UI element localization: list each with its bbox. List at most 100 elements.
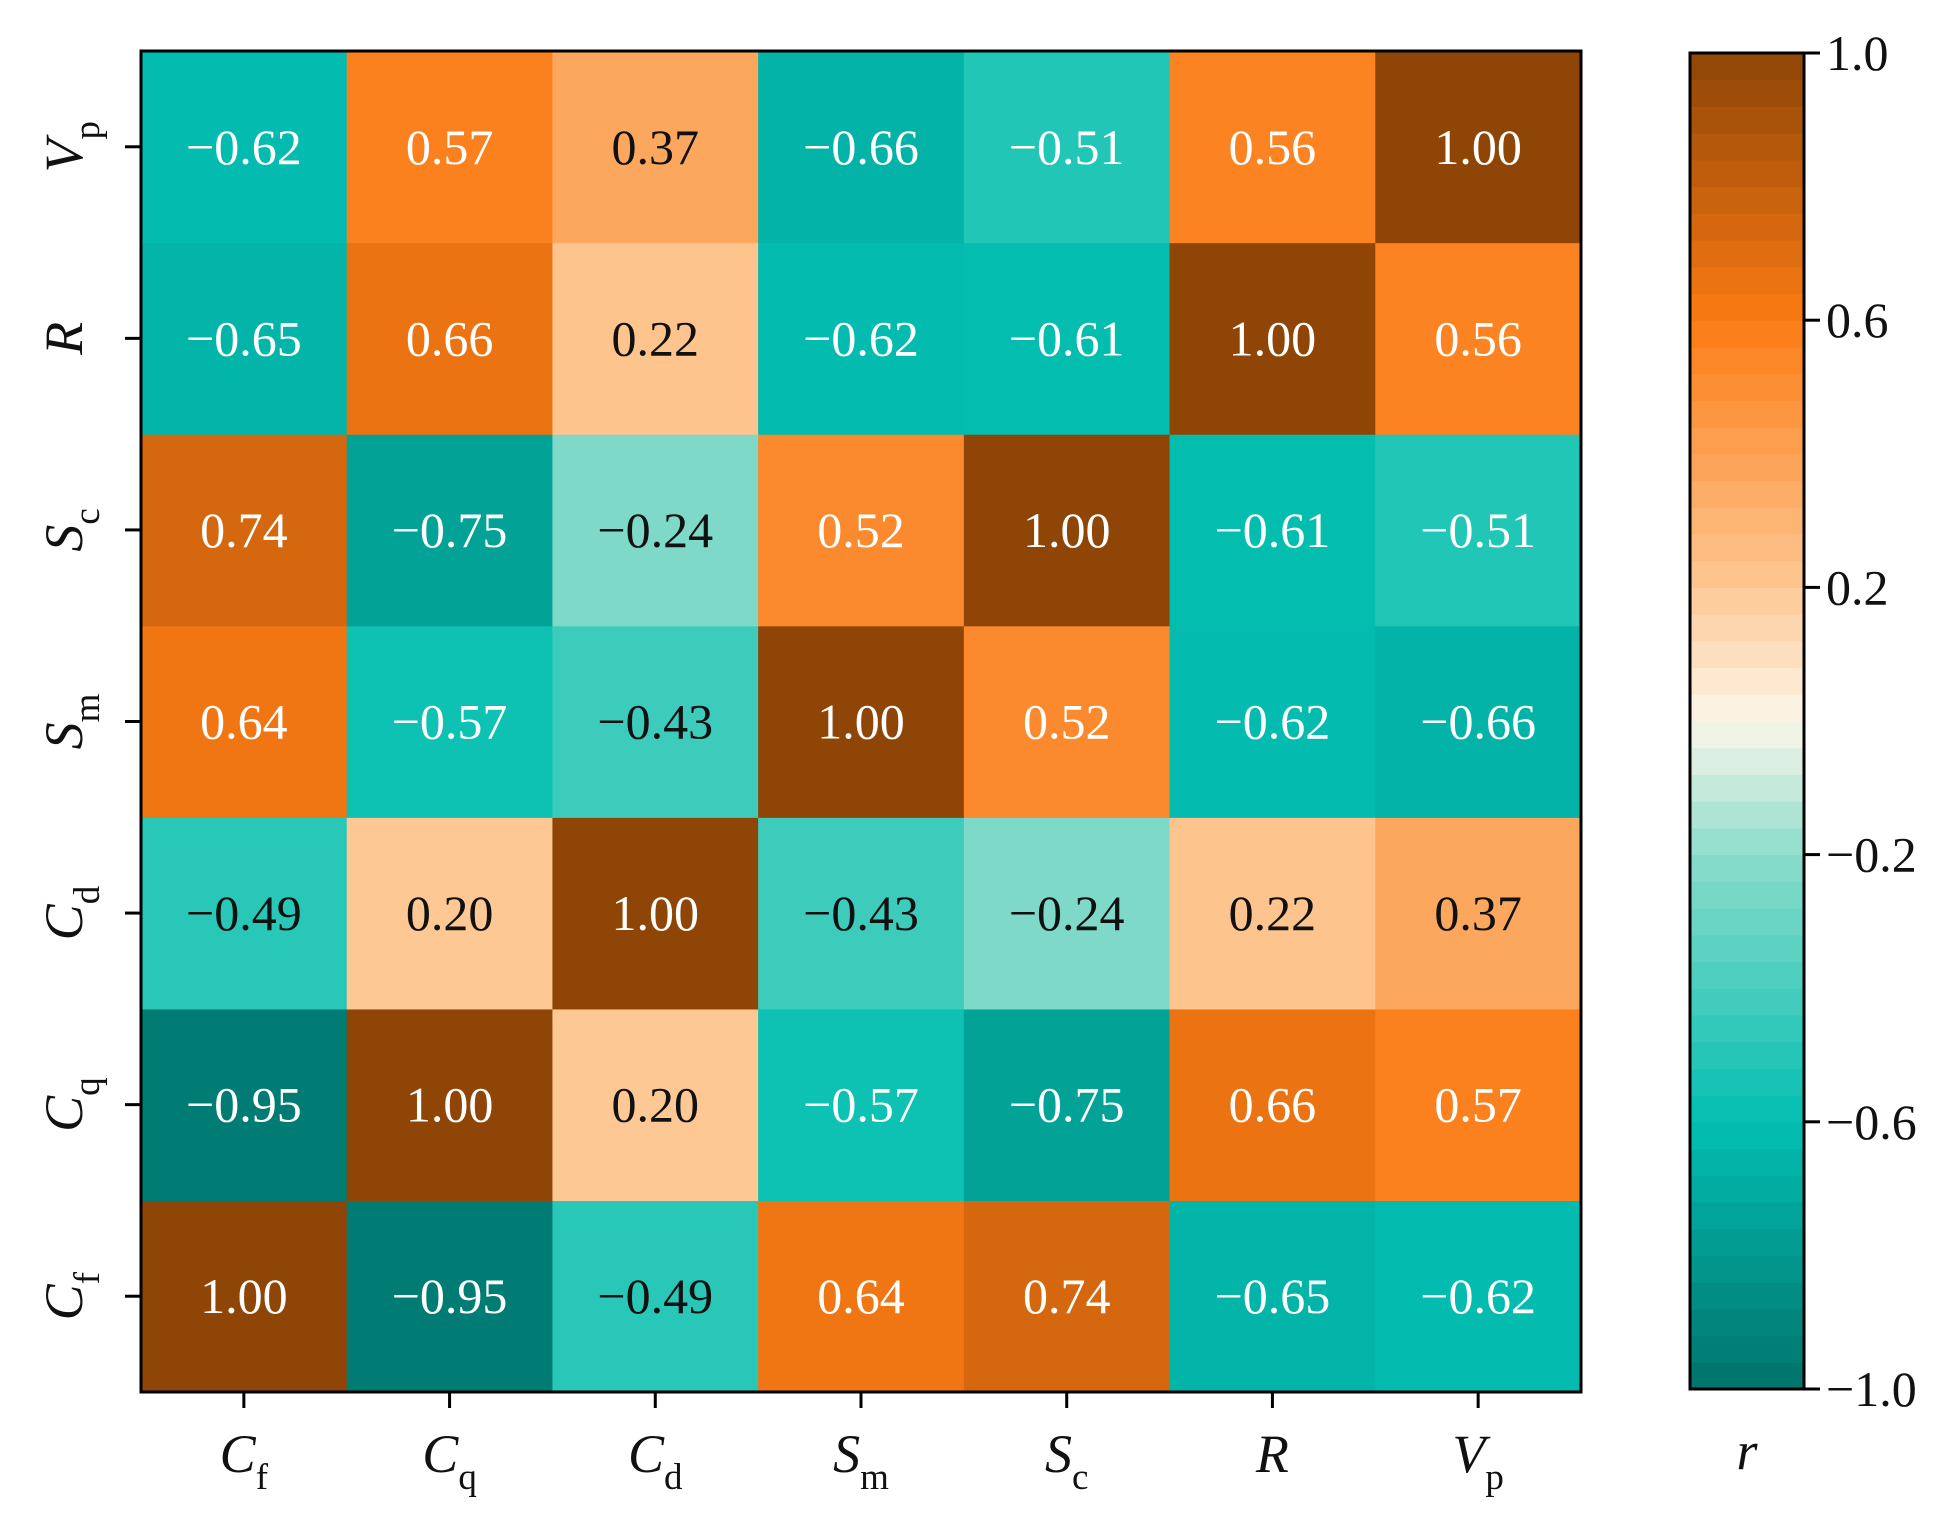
- cell-value-label: −0.75: [392, 502, 508, 558]
- cell-value-label: −0.65: [186, 310, 302, 366]
- x-axis: Cf Cq Cd Sm Sc R Vp: [220, 1392, 1504, 1498]
- cell-value-label: −0.66: [1420, 694, 1536, 750]
- colorbar-band: [1690, 1175, 1804, 1203]
- colorbar-band: [1690, 1308, 1804, 1337]
- colorbar-tick-label: −0.6: [1826, 1094, 1917, 1150]
- colorbar-band: [1690, 1228, 1804, 1256]
- heatmap-cell-R-Cq: [346, 242, 554, 435]
- cell-value-label: 1.00: [406, 1077, 494, 1133]
- colorbar-band: [1690, 453, 1804, 482]
- heatmap-cells: [141, 51, 1582, 1393]
- cell-value-label: 0.37: [612, 119, 700, 175]
- cell-value-label: 0.66: [1229, 1077, 1317, 1133]
- y-tick-label-R: R: [34, 322, 94, 356]
- heatmap-cell-Cq-Cf: [141, 1008, 348, 1202]
- cell-value-label: −0.95: [186, 1077, 302, 1133]
- heatmap-cell-R-Cf: [141, 242, 348, 435]
- colorbar-band: [1690, 721, 1804, 749]
- x-tick-label-R: R: [1255, 1424, 1289, 1484]
- x-tick-label-Sc: Sc: [1045, 1424, 1088, 1498]
- y-tick-label-Cf: Cf: [34, 1271, 108, 1320]
- colorbar-tick-label: 0.6: [1826, 292, 1889, 348]
- heatmap-cell-Cd-Cf: [141, 817, 348, 1010]
- cell-value-label: −0.51: [1420, 502, 1536, 558]
- heatmap-cell-Cf-R: [1169, 1200, 1376, 1393]
- colorbar-band: [1690, 427, 1804, 455]
- cell-value-label: 0.22: [1229, 885, 1317, 941]
- cell-value-label: −0.61: [1009, 310, 1125, 366]
- cell-value-label: 0.20: [406, 885, 494, 941]
- colorbar: 1.0 0.6 0.2 −0.2 −0.6 −1.0 r: [1688, 25, 1917, 1481]
- colorbar-tick-label: −1.0: [1826, 1361, 1917, 1417]
- heatmap-cell-Cd-R: [1169, 817, 1376, 1010]
- colorbar-band: [1690, 801, 1804, 829]
- y-tick-label-Vp: Vp: [34, 121, 108, 173]
- cell-value-label: −0.61: [1215, 502, 1331, 558]
- colorbar-band: [1690, 1014, 1804, 1043]
- colorbar-band: [1690, 240, 1804, 268]
- heatmap-cell-R-Vp: [1375, 242, 1582, 435]
- colorbar-band: [1690, 507, 1804, 535]
- heatmap-cell-Cf-Cf: [141, 1200, 348, 1393]
- colorbar-band: [1690, 827, 1804, 856]
- cell-value-label: 0.74: [200, 502, 288, 558]
- colorbar-band: [1690, 346, 1804, 375]
- heatmap-cell-Sc-Cf: [141, 434, 348, 627]
- cell-value-label: −0.62: [186, 119, 302, 175]
- cell-value-label: 0.22: [612, 310, 700, 366]
- cell-value-label: −0.24: [597, 502, 713, 558]
- heatmap-cell-Sm-R: [1169, 625, 1376, 818]
- heatmap-cell-Sm-Sc: [963, 625, 1171, 818]
- colorbar-tick-label: 0.2: [1826, 559, 1889, 615]
- y-tick-label-Cq: Cq: [34, 1077, 108, 1132]
- colorbar-band: [1690, 854, 1804, 882]
- cell-value-label: −0.49: [186, 885, 302, 941]
- cell-value-label: −0.62: [1215, 694, 1331, 750]
- cell-value-label: −0.62: [1420, 1268, 1536, 1324]
- heatmap-cell-Cq-R: [1169, 1008, 1376, 1202]
- cell-value-label: −0.49: [597, 1268, 713, 1324]
- colorbar-band: [1690, 640, 1804, 669]
- colorbar-band: [1690, 533, 1804, 562]
- colorbar-band: [1690, 694, 1804, 722]
- cell-value-label: 0.37: [1434, 885, 1522, 941]
- x-tick-label-Cq: Cq: [422, 1424, 477, 1498]
- cell-value-label: −0.65: [1215, 1268, 1331, 1324]
- colorbar-band: [1690, 106, 1804, 134]
- colorbar-band: [1690, 1255, 1804, 1283]
- cell-value-label: 0.56: [1229, 119, 1317, 175]
- heatmap-cell-Cq-Vp: [1375, 1008, 1582, 1202]
- cell-value-label: −0.43: [597, 694, 713, 750]
- cell-value-label: 1.00: [1434, 119, 1522, 175]
- cell-value-label: −0.62: [803, 310, 919, 366]
- heatmap-cell-R-Cd: [552, 242, 759, 435]
- heatmap-cell-Sm-Vp: [1375, 625, 1582, 818]
- colorbar-band: [1690, 79, 1804, 108]
- colorbar-band: [1690, 133, 1804, 161]
- heatmap-cell-Cf-Vp: [1375, 1200, 1582, 1393]
- y-tick-label-Cd: Cd: [34, 885, 108, 940]
- heatmap-cell-Sc-Sc: [963, 434, 1171, 627]
- heatmap-cell-Vp-Cf: [141, 51, 348, 244]
- cell-value-label: 0.64: [817, 1268, 905, 1324]
- cell-value-label: 0.52: [817, 502, 905, 558]
- colorbar-band: [1690, 400, 1804, 428]
- heatmap-cell-Cd-Sc: [963, 817, 1171, 1010]
- colorbar-band: [1690, 587, 1804, 615]
- heatmap-cell-Vp-Sc: [963, 51, 1171, 244]
- heatmap-cell-Vp-R: [1169, 51, 1376, 244]
- x-tick-label-Vp: Vp: [1452, 1424, 1504, 1498]
- cell-value-label: 0.64: [200, 694, 288, 750]
- heatmap-cell-Sm-Cd: [552, 625, 759, 818]
- colorbar-band: [1690, 961, 1804, 989]
- colorbar-band: [1690, 1068, 1804, 1096]
- heatmap-cell-Vp-Cq: [346, 51, 554, 244]
- colorbar-band: [1690, 293, 1804, 321]
- cell-value-label: −0.51: [1009, 119, 1125, 175]
- colorbar-band: [1690, 1201, 1804, 1230]
- cell-value-label: 1.00: [200, 1268, 288, 1324]
- cell-value-label: 1.00: [1229, 310, 1317, 366]
- heatmap-cell-Sc-Cd: [552, 434, 759, 627]
- colorbar-band: [1690, 667, 1804, 695]
- cell-value-label: 0.74: [1023, 1268, 1111, 1324]
